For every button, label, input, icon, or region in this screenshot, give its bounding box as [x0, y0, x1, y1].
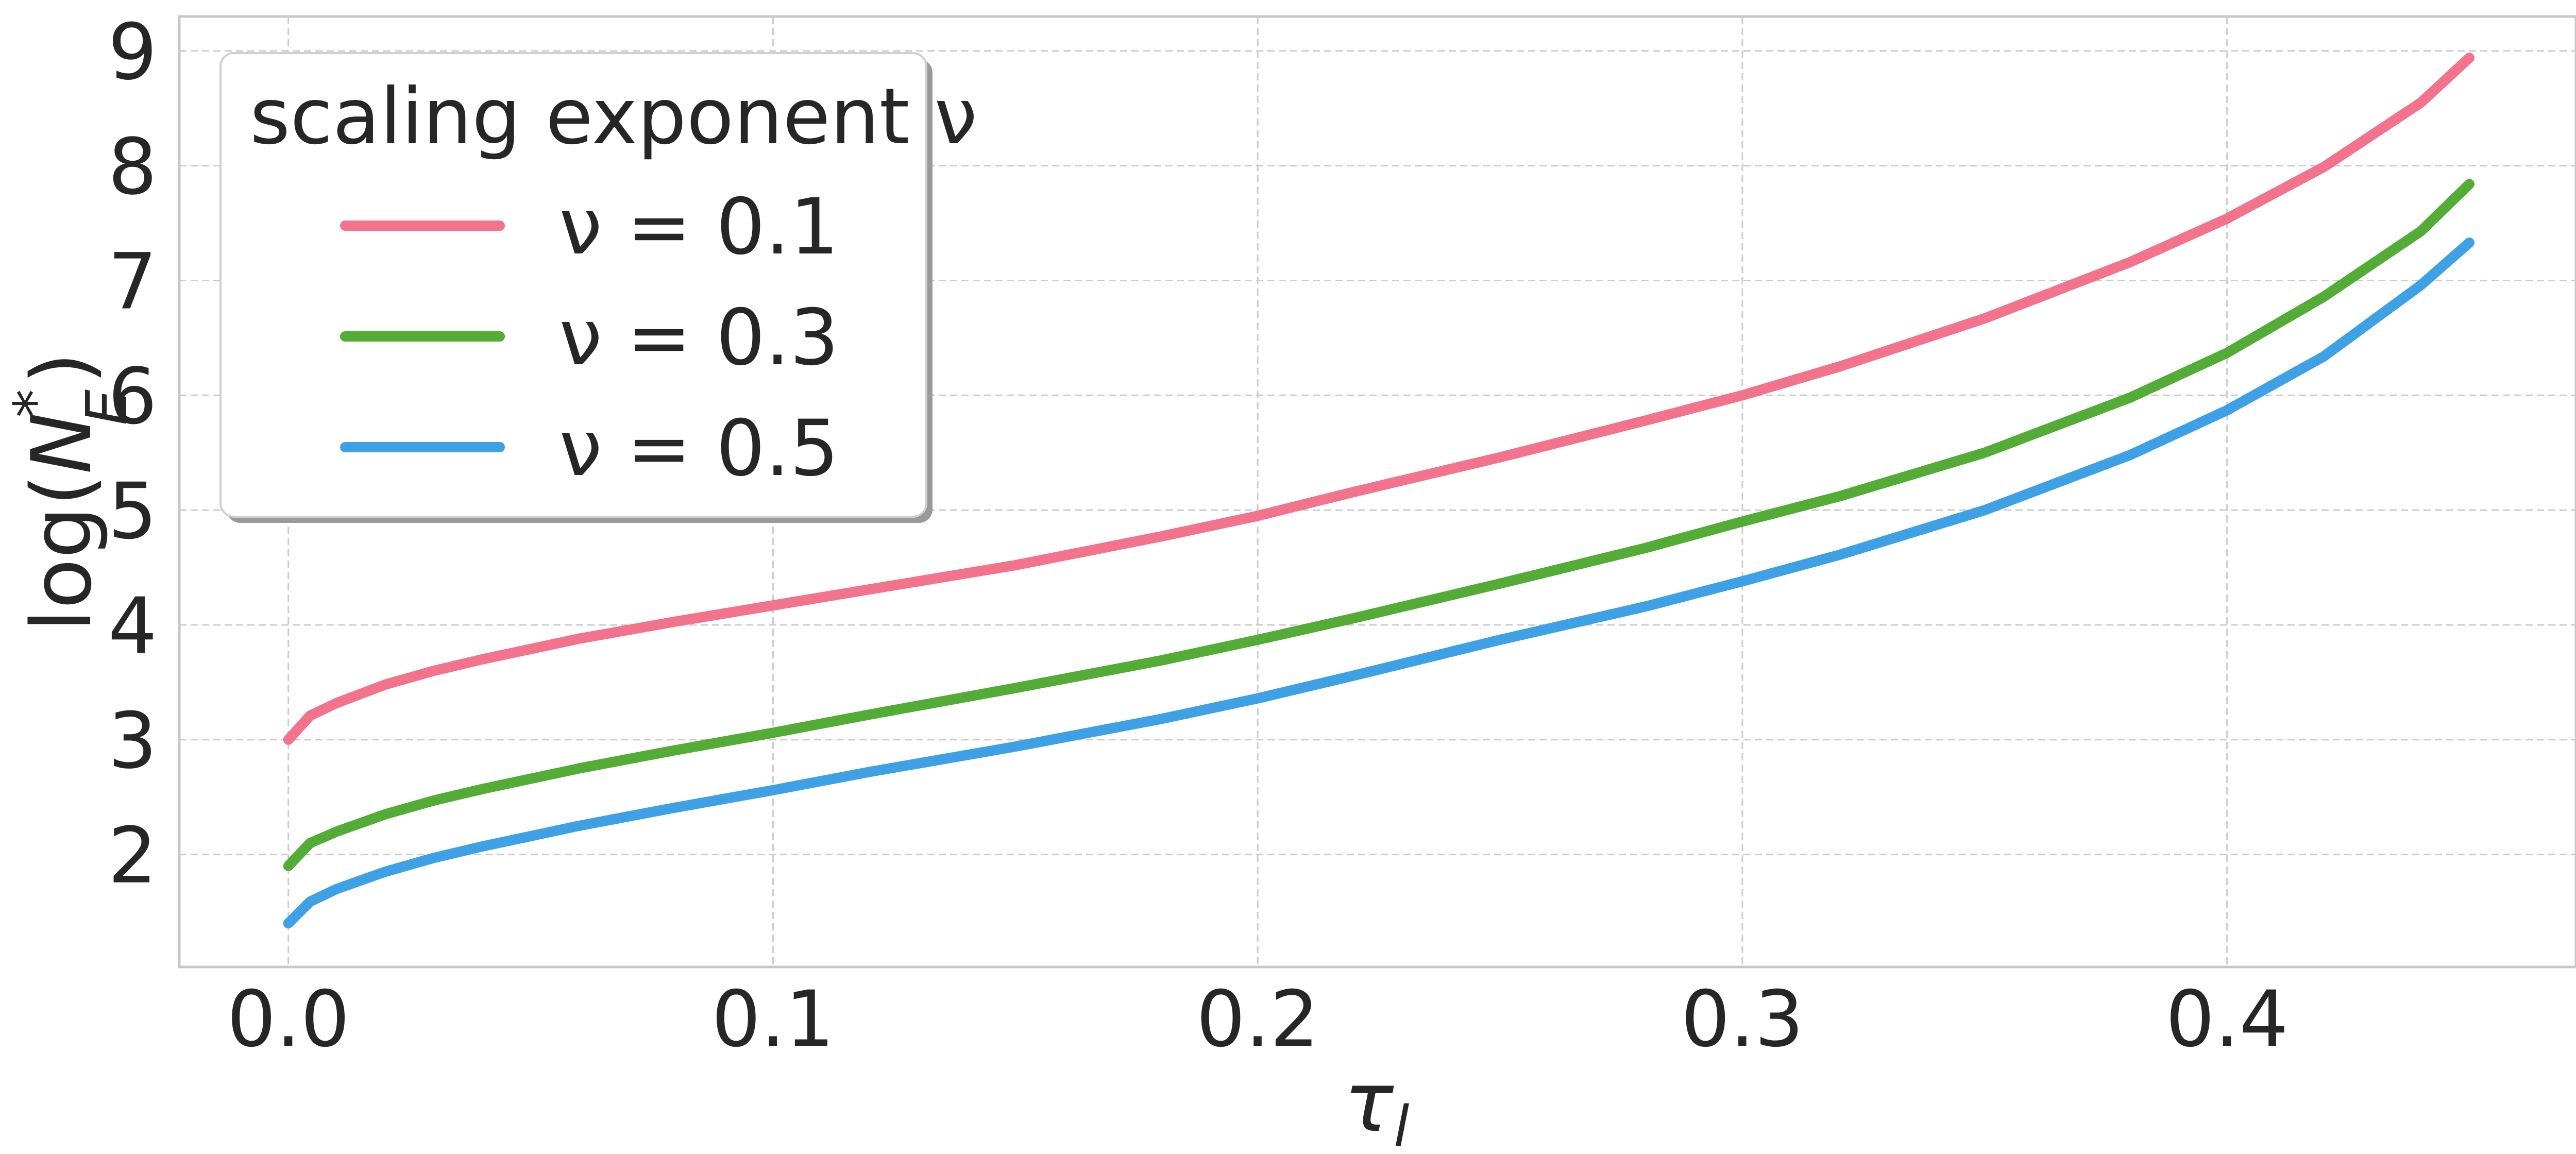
y-tick-labels: 2 3 4 5 6 7 8 9 — [108, 8, 157, 901]
y-tick-label: 6 — [108, 352, 157, 442]
series-line-2 — [283, 179, 2475, 871]
y-tick-label: 9 — [108, 8, 157, 97]
y-tick-label: 4 — [108, 582, 157, 671]
y-tick-label: 5 — [108, 467, 157, 556]
legend-label-1: ν = 0.1 — [559, 182, 839, 272]
legend-box — [219, 52, 927, 518]
x-axis-label-sub: l — [1394, 1094, 1410, 1154]
y-axis-label-prefix: log( — [13, 474, 110, 632]
y-axis-label-sup: * — [2, 389, 67, 417]
x-tick-label: 0.4 — [2165, 975, 2289, 1064]
y-axis-label-suffix: ) — [13, 352, 110, 384]
x-axis-label-var: τ — [1344, 1054, 1395, 1150]
plot-frame — [178, 15, 2576, 969]
x-tick-label: 0.1 — [711, 975, 835, 1064]
y-tick-label: 3 — [108, 697, 157, 786]
x-tick-label: 0.3 — [1681, 975, 1804, 1064]
legend-label-2: ν = 0.3 — [559, 293, 839, 383]
x-tick-label: 0.2 — [1196, 975, 1319, 1064]
x-tick-labels: 0.0 0.1 0.2 0.3 0.4 — [227, 975, 2289, 1064]
series-line-3 — [283, 237, 2475, 929]
series-lines — [283, 53, 2475, 929]
y-tick-label: 7 — [108, 237, 157, 327]
y-tick-label: 2 — [108, 811, 157, 901]
legend-title: scaling exponent ν — [250, 72, 977, 162]
legend-items: ν = 0.1 ν = 0.3 ν = 0.5 — [340, 182, 839, 494]
series-line-1 — [283, 53, 2475, 745]
x-axis-label: τl — [1344, 1054, 1410, 1154]
y-axis-label-sub: E — [74, 389, 140, 425]
y-axis-label: log(N* E) — [2, 352, 140, 632]
y-tick-label: 8 — [108, 123, 157, 212]
legend-label-3: ν = 0.5 — [559, 404, 839, 494]
x-tick-label: 0.0 — [227, 975, 350, 1064]
y-axis-label-var: N — [13, 412, 110, 474]
legend: scaling exponent ν ν = 0.1 ν = 0.3 ν = 0.5 — [219, 52, 977, 523]
